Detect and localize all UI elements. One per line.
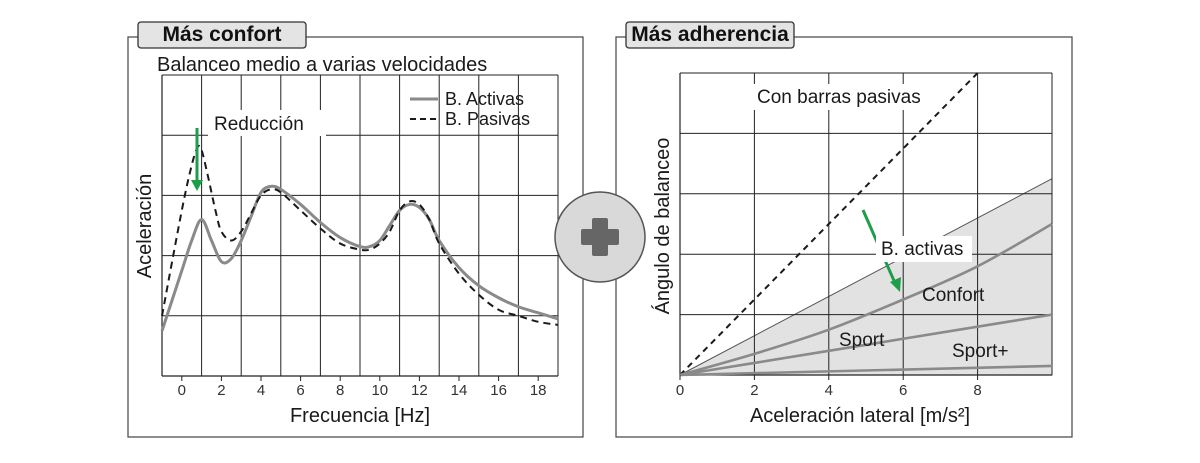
left-panel-title-box — [137, 21, 307, 49]
right-y-axis-label: Ángulo de balanceo — [651, 138, 674, 315]
series-label-sport: Sport — [839, 330, 885, 351]
left-x-tick-label: 18 — [530, 382, 547, 399]
active-label-bg — [876, 236, 972, 262]
left-chart-series — [160, 144, 559, 332]
left-y-axis-label: Aceleración — [134, 174, 156, 279]
reduction-label: Reducción — [214, 114, 304, 135]
right-series-line-sport — [679, 313, 1053, 377]
left-x-tick-label: 6 — [296, 382, 304, 399]
active-arrow-head — [890, 277, 901, 292]
right-chart-grid — [679, 72, 1053, 376]
left-x-tick-label: 10 — [371, 382, 388, 399]
left-chart-title: Balanceo medio a varias velocidades — [157, 54, 487, 76]
right-series-line-sportplus — [679, 364, 1053, 377]
right-x-ticks: 0 2 4 6 8 — [676, 375, 982, 399]
reduction-label-bg — [208, 110, 326, 136]
right-panel-title-box — [625, 21, 795, 49]
right-x-axis-label: Aceleración lateral [m/s²] — [750, 405, 970, 427]
region-label-activas: B. activas — [881, 239, 963, 260]
left-x-ticks: 0 2 4 6 8 10 12 14 16 18 — [178, 376, 547, 399]
right-x-tick-label: 4 — [825, 382, 833, 399]
plus-icon — [554, 191, 646, 283]
left-x-tick-label: 4 — [257, 382, 265, 399]
legend-label-activas: B. Activas — [445, 89, 524, 109]
series-label-sportplus: Sport+ — [952, 341, 1009, 362]
right-x-tick-label: 0 — [676, 382, 684, 399]
left-panel-title: Más confort — [162, 23, 281, 46]
pasivas-label-bg — [752, 84, 930, 110]
right-x-tick-label: 2 — [750, 382, 758, 399]
left-series-line-activas — [160, 184, 559, 332]
left-x-axis-label: Frecuencia [Hz] — [290, 405, 430, 427]
legend-label-pasivas: B. Pasivas — [445, 109, 530, 129]
series-label-pasivas: Con barras pasivas — [757, 87, 921, 108]
right-x-tick-label: 6 — [899, 382, 907, 399]
right-series-line-pasivas — [679, 72, 979, 376]
reduction-arrow-head — [191, 180, 203, 191]
right-chart-series — [679, 72, 1053, 377]
right-panel-title: Más adherencia — [631, 23, 789, 46]
left-series-line-pasivas — [161, 144, 559, 326]
right-series-line-confort — [679, 222, 1053, 377]
left-x-tick-label: 8 — [336, 382, 344, 399]
left-legend: B. Activas B. Pasivas — [410, 89, 530, 129]
left-x-tick-label: 12 — [411, 382, 428, 399]
left-x-tick-label: 14 — [451, 382, 468, 399]
left-x-tick-label: 0 — [178, 382, 186, 399]
left-x-tick-label: 2 — [217, 382, 225, 399]
left-x-tick-label: 16 — [490, 382, 507, 399]
right-x-tick-label: 8 — [973, 382, 981, 399]
series-label-confort: Confort — [922, 285, 985, 306]
